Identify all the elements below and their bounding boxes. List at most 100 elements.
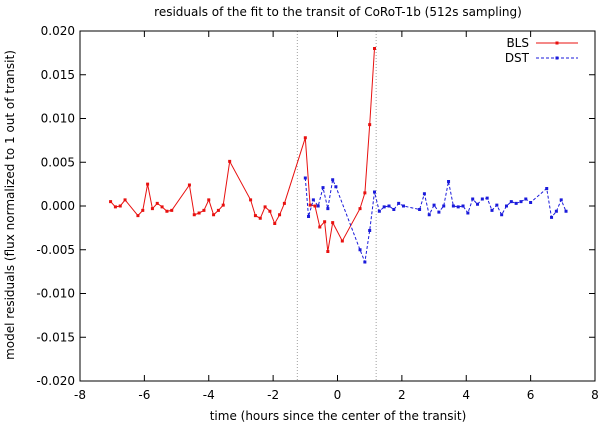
- y-tick-label: -0.010: [36, 287, 75, 301]
- x-axis-label: time (hours since the center of the tran…: [210, 409, 467, 423]
- y-tick-label: -0.020: [36, 374, 75, 388]
- data-point: [118, 204, 122, 208]
- y-tick-label: 0.005: [41, 155, 75, 169]
- data-point: [249, 198, 253, 202]
- data-point: [427, 213, 431, 217]
- data-point: [529, 201, 533, 204]
- data-point: [278, 213, 282, 217]
- data-point: [263, 205, 267, 209]
- data-point: [253, 214, 257, 218]
- data-point: [136, 214, 140, 218]
- data-point: [466, 211, 470, 215]
- legend-marker-dst: [555, 56, 559, 60]
- data-point: [146, 182, 150, 186]
- data-point: [550, 215, 554, 219]
- series-layer: [109, 47, 568, 264]
- data-point: [197, 211, 201, 215]
- data-point: [392, 208, 396, 211]
- data-point: [221, 203, 225, 207]
- data-point: [331, 221, 335, 225]
- data-point: [192, 213, 196, 217]
- data-point: [418, 208, 422, 211]
- x-tick-label: 2: [398, 388, 406, 402]
- axis-ticks: [79, 30, 596, 382]
- x-tick-label: 0: [334, 388, 342, 402]
- data-point: [318, 225, 322, 229]
- data-point: [545, 187, 549, 190]
- data-point: [490, 208, 494, 212]
- legend-label-bls: BLS: [506, 36, 529, 50]
- transit-boundary-lines: [296, 31, 377, 381]
- data-point: [559, 198, 563, 202]
- data-point: [373, 190, 377, 194]
- y-tick-label: 0.000: [41, 199, 75, 213]
- data-point: [323, 220, 327, 224]
- data-point: [456, 205, 460, 209]
- data-point: [170, 208, 174, 212]
- data-point: [326, 250, 330, 253]
- data-point: [387, 204, 391, 208]
- data-point: [397, 201, 401, 205]
- series-dst: [303, 176, 568, 264]
- x-tick-label: -4: [203, 388, 215, 402]
- x-tick-label: -6: [138, 388, 150, 402]
- data-point: [316, 204, 320, 208]
- data-point: [340, 239, 344, 243]
- x-tick-label: -2: [267, 388, 279, 402]
- x-tick-label: 4: [462, 388, 470, 402]
- data-point: [307, 215, 311, 218]
- y-axis-label: model residuals (flux normalized to 1 ou…: [3, 50, 17, 360]
- y-tick-labels: -0.020 -0.015 -0.010 -0.005 0.000 0.005 0.010 0…: [36, 24, 75, 388]
- data-point: [311, 198, 315, 202]
- legend-label-dst: DST: [505, 51, 530, 65]
- data-point: [258, 216, 262, 220]
- data-point: [514, 201, 518, 205]
- data-point: [187, 183, 191, 187]
- data-point: [363, 191, 367, 195]
- data-point: [485, 196, 489, 200]
- data-point: [504, 204, 508, 208]
- data-point: [123, 198, 127, 202]
- data-point: [313, 204, 317, 208]
- data-point: [447, 180, 451, 183]
- data-point: [334, 185, 338, 189]
- data-point: [461, 204, 465, 208]
- data-point: [368, 229, 372, 232]
- y-tick-label: 0.010: [41, 112, 75, 126]
- data-point: [377, 209, 381, 213]
- data-point: [321, 186, 325, 190]
- data-point: [495, 203, 499, 207]
- data-point: [202, 208, 206, 212]
- data-point: [165, 209, 169, 213]
- data-point: [524, 197, 528, 201]
- data-point: [160, 205, 164, 209]
- data-point: [268, 209, 272, 213]
- data-point: [471, 197, 475, 201]
- data-point: [451, 204, 455, 208]
- data-point: [554, 209, 558, 213]
- data-point: [358, 248, 362, 252]
- data-point: [273, 222, 277, 225]
- data-point: [141, 208, 145, 212]
- data-point: [207, 198, 211, 202]
- y-tick-label: -0.015: [36, 330, 75, 344]
- data-point: [432, 203, 436, 207]
- data-point: [303, 136, 307, 140]
- data-point: [363, 260, 367, 264]
- data-point: [228, 159, 232, 163]
- data-point: [113, 205, 117, 209]
- data-point: [308, 203, 312, 207]
- data-point: [401, 204, 405, 208]
- data-point: [442, 204, 446, 208]
- legend-marker-bls: [555, 41, 559, 45]
- data-point: [382, 205, 386, 209]
- x-tick-label: 6: [527, 388, 535, 402]
- data-point: [480, 197, 484, 201]
- y-tick-label: 0.015: [41, 68, 75, 82]
- chart-title: residuals of the fit to the transit of C…: [154, 5, 522, 19]
- x-tick-label: 8: [591, 388, 599, 402]
- data-point: [212, 213, 216, 217]
- y-tick-label: 0.020: [41, 24, 75, 38]
